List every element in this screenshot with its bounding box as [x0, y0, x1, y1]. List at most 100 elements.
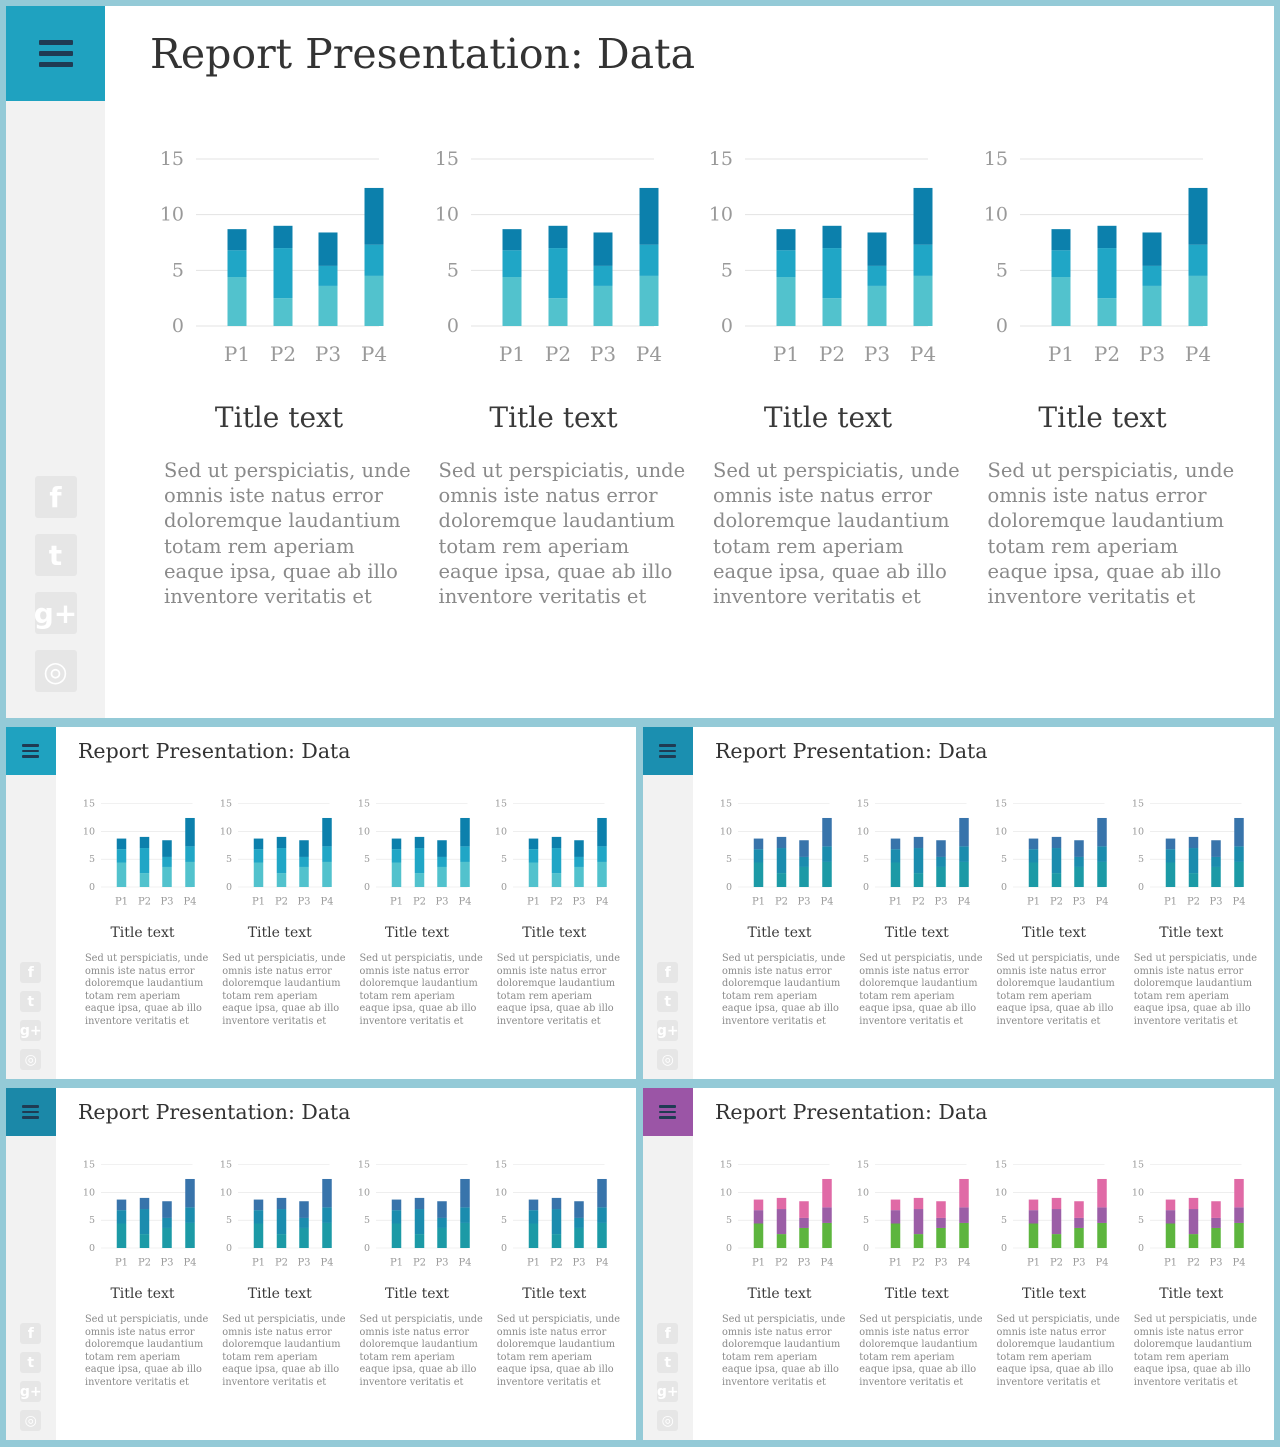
bar-chart: 15 10 5 0 P1 P2 P3 P4 [434, 148, 661, 366]
bar-p3-segment-3 [436, 840, 447, 857]
menu-button[interactable] [643, 1088, 693, 1136]
bar-p3-segment-1 [436, 1227, 447, 1248]
instagram-icon[interactable]: ◎ [20, 1410, 42, 1431]
bar-p3-segment-1 [799, 866, 809, 887]
facebook-icon[interactable]: f [20, 962, 42, 983]
chart-panel-4: 15 10 5 0 P1 P2 P3 P4 Title text Sed ut perspicia… [1129, 727, 1257, 1079]
instagram-icon[interactable]: ◎ [34, 650, 77, 692]
bar-p4-segment-3 [1096, 1178, 1107, 1208]
bar-p3-segment-3 [1073, 1201, 1084, 1218]
bar-p4-segment-2 [959, 846, 969, 862]
twitter-icon[interactable]: t [34, 534, 77, 576]
chart-panel-1: 15 10 5 0 P1 P2 P3 P4 Title text Sed ut perspicia… [80, 1088, 208, 1440]
bar-p2-segment-1 [139, 873, 150, 887]
bar-p4-segment-1 [822, 861, 832, 887]
bar-p2-segment-2 [277, 1209, 287, 1235]
bar-p3-segment-3 [436, 1201, 447, 1218]
x-tick-label: P2 [775, 1258, 788, 1269]
bar-p4-segment-2 [959, 1207, 969, 1223]
facebook-icon[interactable]: f [34, 476, 77, 518]
bar-p1-segment-3 [1165, 838, 1175, 850]
google-plus-icon[interactable]: g+ [34, 592, 77, 634]
bar-p1-segment-2 [1028, 849, 1038, 863]
instagram-icon[interactable]: ◎ [657, 1410, 679, 1431]
x-tick-label: P2 [1049, 897, 1062, 908]
x-tick-label: P4 [321, 897, 334, 908]
y-tick-label: 0 [446, 315, 458, 337]
bar-p1-segment-2 [528, 1210, 538, 1224]
y-tick-label: 5 [226, 854, 232, 865]
bar-p1-segment-2 [891, 1210, 901, 1224]
bar-p1-segment-3 [891, 1199, 901, 1211]
google-plus-icon[interactable]: g+ [657, 1020, 679, 1041]
chart-panel-1: 15 10 5 0 P1 P2 P3 P4 Title text Sed ut perspicia… [154, 6, 411, 718]
menu-button[interactable] [643, 727, 693, 775]
instagram-icon[interactable]: ◎ [20, 1049, 42, 1070]
x-tick-label: P3 [1209, 1258, 1222, 1269]
chart-panel-1: 15 10 5 0 P1 P2 P3 P4 Title text Sed ut perspicia… [717, 727, 845, 1079]
bar-p4-segment-2 [1234, 846, 1244, 862]
bar-p1-segment-1 [1165, 862, 1175, 887]
facebook-icon[interactable]: f [20, 1323, 42, 1344]
twitter-icon[interactable]: t [20, 991, 42, 1012]
facebook-icon[interactable]: f [657, 962, 679, 983]
x-tick-label: P3 [298, 897, 311, 908]
x-tick-label: P2 [412, 897, 425, 908]
bar-p2-segment-1 [776, 1234, 787, 1248]
x-tick-label: P2 [550, 897, 563, 908]
bar-p4-segment-1 [822, 1222, 832, 1248]
sidebar: f t g+ ◎ [643, 727, 693, 1079]
bar-p2-segment-2 [273, 248, 293, 299]
instagram-icon[interactable]: ◎ [657, 1049, 679, 1070]
x-tick-label: P3 [1072, 897, 1085, 908]
twitter-icon[interactable]: t [20, 1352, 42, 1373]
chart-panel-3: 15 10 5 0 P1 P2 P3 P4 Title text Sed ut perspicia… [992, 727, 1119, 1079]
x-tick-label: P3 [315, 342, 341, 366]
menu-button[interactable] [6, 6, 105, 101]
panel-description: Sed ut perspiciatis, unde omnis iste nat… [859, 953, 983, 1027]
bar-p1-segment-3 [1028, 838, 1038, 850]
y-tick-label: 0 [863, 882, 869, 893]
panel-description: Sed ut perspiciatis, unde omnis iste nat… [722, 1314, 846, 1388]
google-plus-icon[interactable]: g+ [20, 1381, 42, 1402]
panel-title: Title text [1021, 924, 1087, 941]
panel-description: Sed ut perspiciatis, unde omnis iste nat… [164, 459, 411, 609]
y-tick-label: 15 [434, 148, 458, 170]
bar-p1-segment-2 [254, 849, 264, 863]
panel-description: Sed ut perspiciatis, unde omnis iste nat… [359, 953, 483, 1027]
bar-p2-segment-3 [1097, 225, 1116, 249]
y-tick-label: 10 [83, 1187, 95, 1198]
bar-p1-segment-2 [254, 1210, 264, 1224]
sidebar: f t g+ ◎ [643, 1088, 693, 1440]
twitter-icon[interactable]: t [657, 1352, 679, 1373]
y-tick-label: 0 [863, 1243, 869, 1254]
google-plus-icon[interactable]: g+ [657, 1381, 679, 1402]
bar-p1-segment-2 [1165, 849, 1175, 863]
bar-p4-segment-1 [639, 275, 658, 326]
bar-p3-segment-2 [936, 1217, 946, 1228]
x-tick-label: P4 [1095, 897, 1108, 908]
x-tick-label: P4 [458, 897, 471, 908]
facebook-icon[interactable]: f [657, 1323, 679, 1344]
y-tick-label: 15 [1132, 1160, 1144, 1171]
bar-chart: 15 10 5 0 P1 P2 P3 P4 [1132, 799, 1246, 908]
twitter-icon[interactable]: t [657, 991, 679, 1012]
y-tick-label: 5 [1138, 854, 1144, 865]
bar-p4-segment-2 [1096, 846, 1107, 862]
bar-p4-segment-2 [1234, 1207, 1244, 1223]
bar-chart: 15 10 5 0 P1 P2 P3 P4 [160, 148, 387, 366]
bar-chart: 15 10 5 0 P1 P2 P3 P4 [994, 1160, 1108, 1269]
bar-p3-segment-3 [299, 840, 309, 857]
menu-button[interactable] [6, 727, 56, 775]
bar-p4-segment-3 [822, 817, 832, 847]
bar-p2-segment-3 [822, 225, 842, 249]
bar-p3-segment-2 [1211, 856, 1221, 867]
slide-2: f t g+ ◎ Report Presentation: Data 15 10 5 0 P1 P2… [6, 727, 636, 1079]
bar-p4-segment-2 [364, 244, 384, 276]
x-tick-label: P2 [1187, 1258, 1200, 1269]
bar-p4-segment-2 [1096, 1207, 1107, 1223]
google-plus-icon[interactable]: g+ [20, 1020, 42, 1041]
menu-button[interactable] [6, 1088, 56, 1136]
bar-p3-segment-2 [162, 1217, 172, 1228]
y-tick-label: 10 [220, 826, 232, 837]
